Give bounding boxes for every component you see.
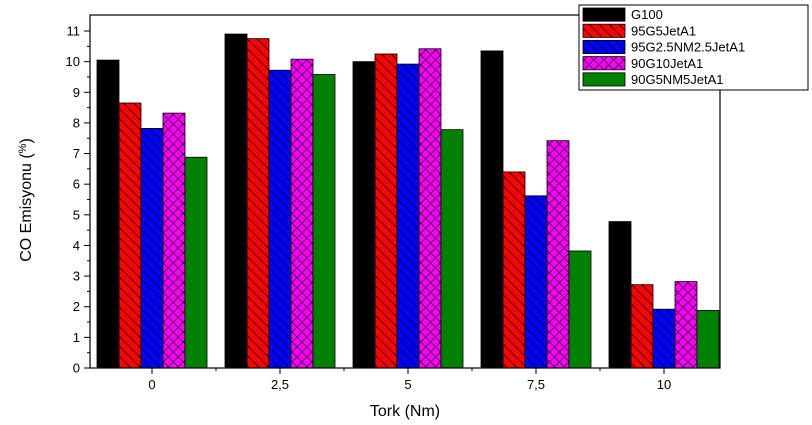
- legend-label: 95G5JetA1: [631, 23, 696, 38]
- bar-90g10jeta1-0: [162, 112, 186, 369]
- bar-90g10jeta1-3: [546, 140, 570, 369]
- bar-95g2-5nm2-5jeta1-0: [140, 128, 164, 369]
- y-tick-label: 1: [73, 330, 80, 345]
- bar-90g10jeta1-2: [418, 48, 442, 369]
- y-tick-label: 8: [73, 115, 80, 130]
- x-tick-label: 5: [404, 377, 411, 392]
- y-axis-title-close: ): [18, 138, 35, 143]
- bar-90g5nm5jeta1-1: [312, 74, 336, 369]
- bars-layer: [96, 33, 720, 369]
- bar-90g5nm5jeta1-0: [184, 156, 208, 369]
- legend-label: 95G2.5NM2.5JetA1: [631, 40, 745, 55]
- bar-95g2-5nm2-5jeta1-4: [652, 308, 676, 369]
- bar-95g2-5nm2-5jeta1-3: [524, 195, 548, 369]
- bar-95g5jeta1-2: [374, 53, 398, 369]
- bar-g100-3: [480, 50, 504, 369]
- legend-label: G100: [631, 7, 663, 22]
- x-tick-label: 2,5: [271, 377, 289, 392]
- y-tick-label: 11: [67, 24, 81, 39]
- bar-95g2-5nm2-5jeta1-2: [396, 63, 420, 369]
- x-tick-label: 0: [148, 377, 155, 392]
- bar-90g10jeta1-1: [290, 58, 314, 369]
- bar-95g5jeta1-1: [246, 38, 270, 369]
- y-tick-label: 0: [73, 361, 80, 376]
- axes-layer: 0 1 2 3 4 5 6 7 8 9 10 11 0 2,5 5 7,5 10: [66, 14, 721, 392]
- bar-90g5nm5jeta1-2: [440, 129, 464, 369]
- legend-label: 90G5NM5JetA1: [631, 72, 724, 87]
- x-axis-title: Tork (Nm): [370, 403, 440, 420]
- x-tick-label: 10: [657, 377, 671, 392]
- bar-90g10jeta1-4: [674, 281, 698, 369]
- plot-frame: [89, 14, 721, 369]
- legend-swatch: [582, 56, 626, 71]
- y-tick-label: 5: [73, 207, 80, 222]
- y-tick-label: 4: [73, 238, 80, 253]
- x-tick-label: 7,5: [527, 377, 545, 392]
- legend-swatch: [582, 7, 626, 22]
- bar-g100-4: [608, 221, 632, 369]
- bar-95g5jeta1-4: [630, 284, 654, 369]
- y-tick-label: 2: [73, 299, 80, 314]
- y-tick-label: 7: [73, 146, 80, 161]
- bar-90g5nm5jeta1-3: [568, 250, 592, 369]
- y-tick-label: 9: [73, 85, 80, 100]
- y-axis-title: CO Emisyonu (%): [17, 138, 35, 262]
- bar-g100-1: [224, 33, 248, 369]
- legend-label: 90G10JetA1: [631, 56, 703, 71]
- y-tick-label: 10: [66, 54, 80, 69]
- bar-g100-0: [96, 59, 120, 369]
- bar-95g5jeta1-0: [118, 102, 142, 369]
- y-axis-title-main: CO Emisyonu (: [18, 153, 35, 262]
- bar-g100-2: [352, 61, 376, 369]
- y-tick-label: 6: [73, 177, 80, 192]
- legend-swatch: [582, 40, 626, 55]
- y-axis-title-unit: %: [17, 143, 29, 153]
- y-tick-label: 3: [73, 269, 80, 284]
- bar-95g5jeta1-3: [502, 171, 526, 369]
- bar-95g2-5nm2-5jeta1-1: [268, 69, 292, 369]
- bar-90g5nm5jeta1-4: [696, 310, 720, 369]
- legend-swatch: [582, 72, 626, 87]
- legend-swatch: [582, 23, 626, 38]
